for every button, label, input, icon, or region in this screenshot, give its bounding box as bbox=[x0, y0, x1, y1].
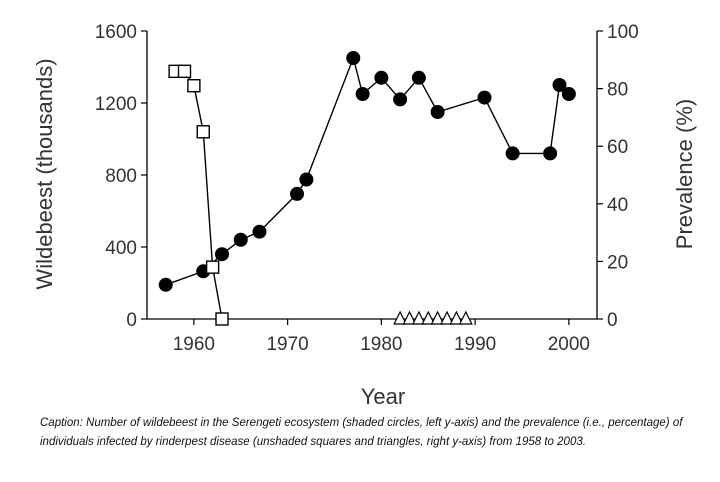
data-point-circle bbox=[561, 87, 576, 101]
data-point-circle bbox=[355, 87, 370, 101]
x-tick-label: 1970 bbox=[266, 334, 308, 355]
data-point-circle bbox=[393, 92, 408, 107]
left-y-axis-title: Wildebeest (thousands) bbox=[32, 58, 57, 289]
right-y-tick-label: 100 bbox=[607, 22, 639, 43]
left-y-tick-label: 0 bbox=[126, 310, 137, 331]
figure-caption: Caption: Number of wildebeest in the Ser… bbox=[40, 417, 683, 448]
data-point-square bbox=[196, 125, 210, 139]
tick-marks bbox=[141, 30, 603, 325]
data-point-circle bbox=[430, 105, 445, 119]
data-point-circle bbox=[552, 78, 567, 92]
right-y-axis-title: Prevalence (%) bbox=[672, 99, 697, 249]
data-point-square bbox=[187, 79, 201, 93]
data-point-triangle bbox=[402, 310, 417, 325]
left-y-tick-label: 1200 bbox=[95, 94, 137, 115]
right-y-tick-label: 0 bbox=[607, 310, 618, 331]
x-tick-label: 1980 bbox=[360, 334, 402, 355]
tick-labels: 0 400 800 1200 1600 0 20 40 60 80 100 1960 1970 1980 1… bbox=[95, 22, 639, 355]
x-tick-label: 1990 bbox=[454, 334, 496, 355]
data-point-circle bbox=[290, 186, 304, 201]
data-point-circle bbox=[346, 51, 361, 65]
data-point-square bbox=[215, 312, 229, 326]
right-y-tick-label: 80 bbox=[607, 80, 628, 101]
x-tick-label: 2000 bbox=[548, 334, 590, 355]
chart: 0 400 800 1200 1600 0 20 40 60 80 100 1960 1970 1980 1… bbox=[32, 22, 697, 409]
data-point-circle bbox=[374, 70, 389, 85]
data-point-circle bbox=[158, 277, 173, 292]
data-point-triangle bbox=[440, 310, 454, 325]
data-point-triangle bbox=[458, 310, 473, 325]
data-point-circle bbox=[252, 224, 267, 239]
left-y-tick-label: 1600 bbox=[95, 22, 137, 43]
right-y-tick-label: 40 bbox=[607, 195, 628, 216]
right-y-tick-label: 60 bbox=[607, 137, 628, 158]
x-tick-label: 1960 bbox=[173, 334, 215, 355]
data-point-triangle bbox=[411, 310, 426, 325]
data-point-triangle bbox=[393, 310, 408, 325]
data-point-circle bbox=[543, 146, 558, 161]
data-point-square bbox=[205, 260, 220, 274]
data-point-circle bbox=[233, 232, 248, 247]
right-y-tick-label: 20 bbox=[607, 252, 628, 273]
data-point-square bbox=[177, 64, 192, 79]
data-point-circle bbox=[505, 146, 520, 161]
data-point-triangle bbox=[449, 310, 464, 325]
left-y-tick-label: 800 bbox=[105, 166, 137, 187]
data-point-triangle bbox=[430, 310, 445, 325]
data-point-circle bbox=[299, 172, 314, 187]
data-point-circle bbox=[215, 247, 229, 262]
series-line-open-square bbox=[175, 70, 223, 320]
data-markers bbox=[158, 51, 576, 326]
x-axis-title: Year bbox=[361, 384, 405, 409]
data-point-circle bbox=[411, 70, 426, 85]
data-point-triangle bbox=[421, 310, 436, 325]
data-point-circle bbox=[477, 90, 492, 105]
left-y-tick-label: 400 bbox=[105, 238, 137, 259]
